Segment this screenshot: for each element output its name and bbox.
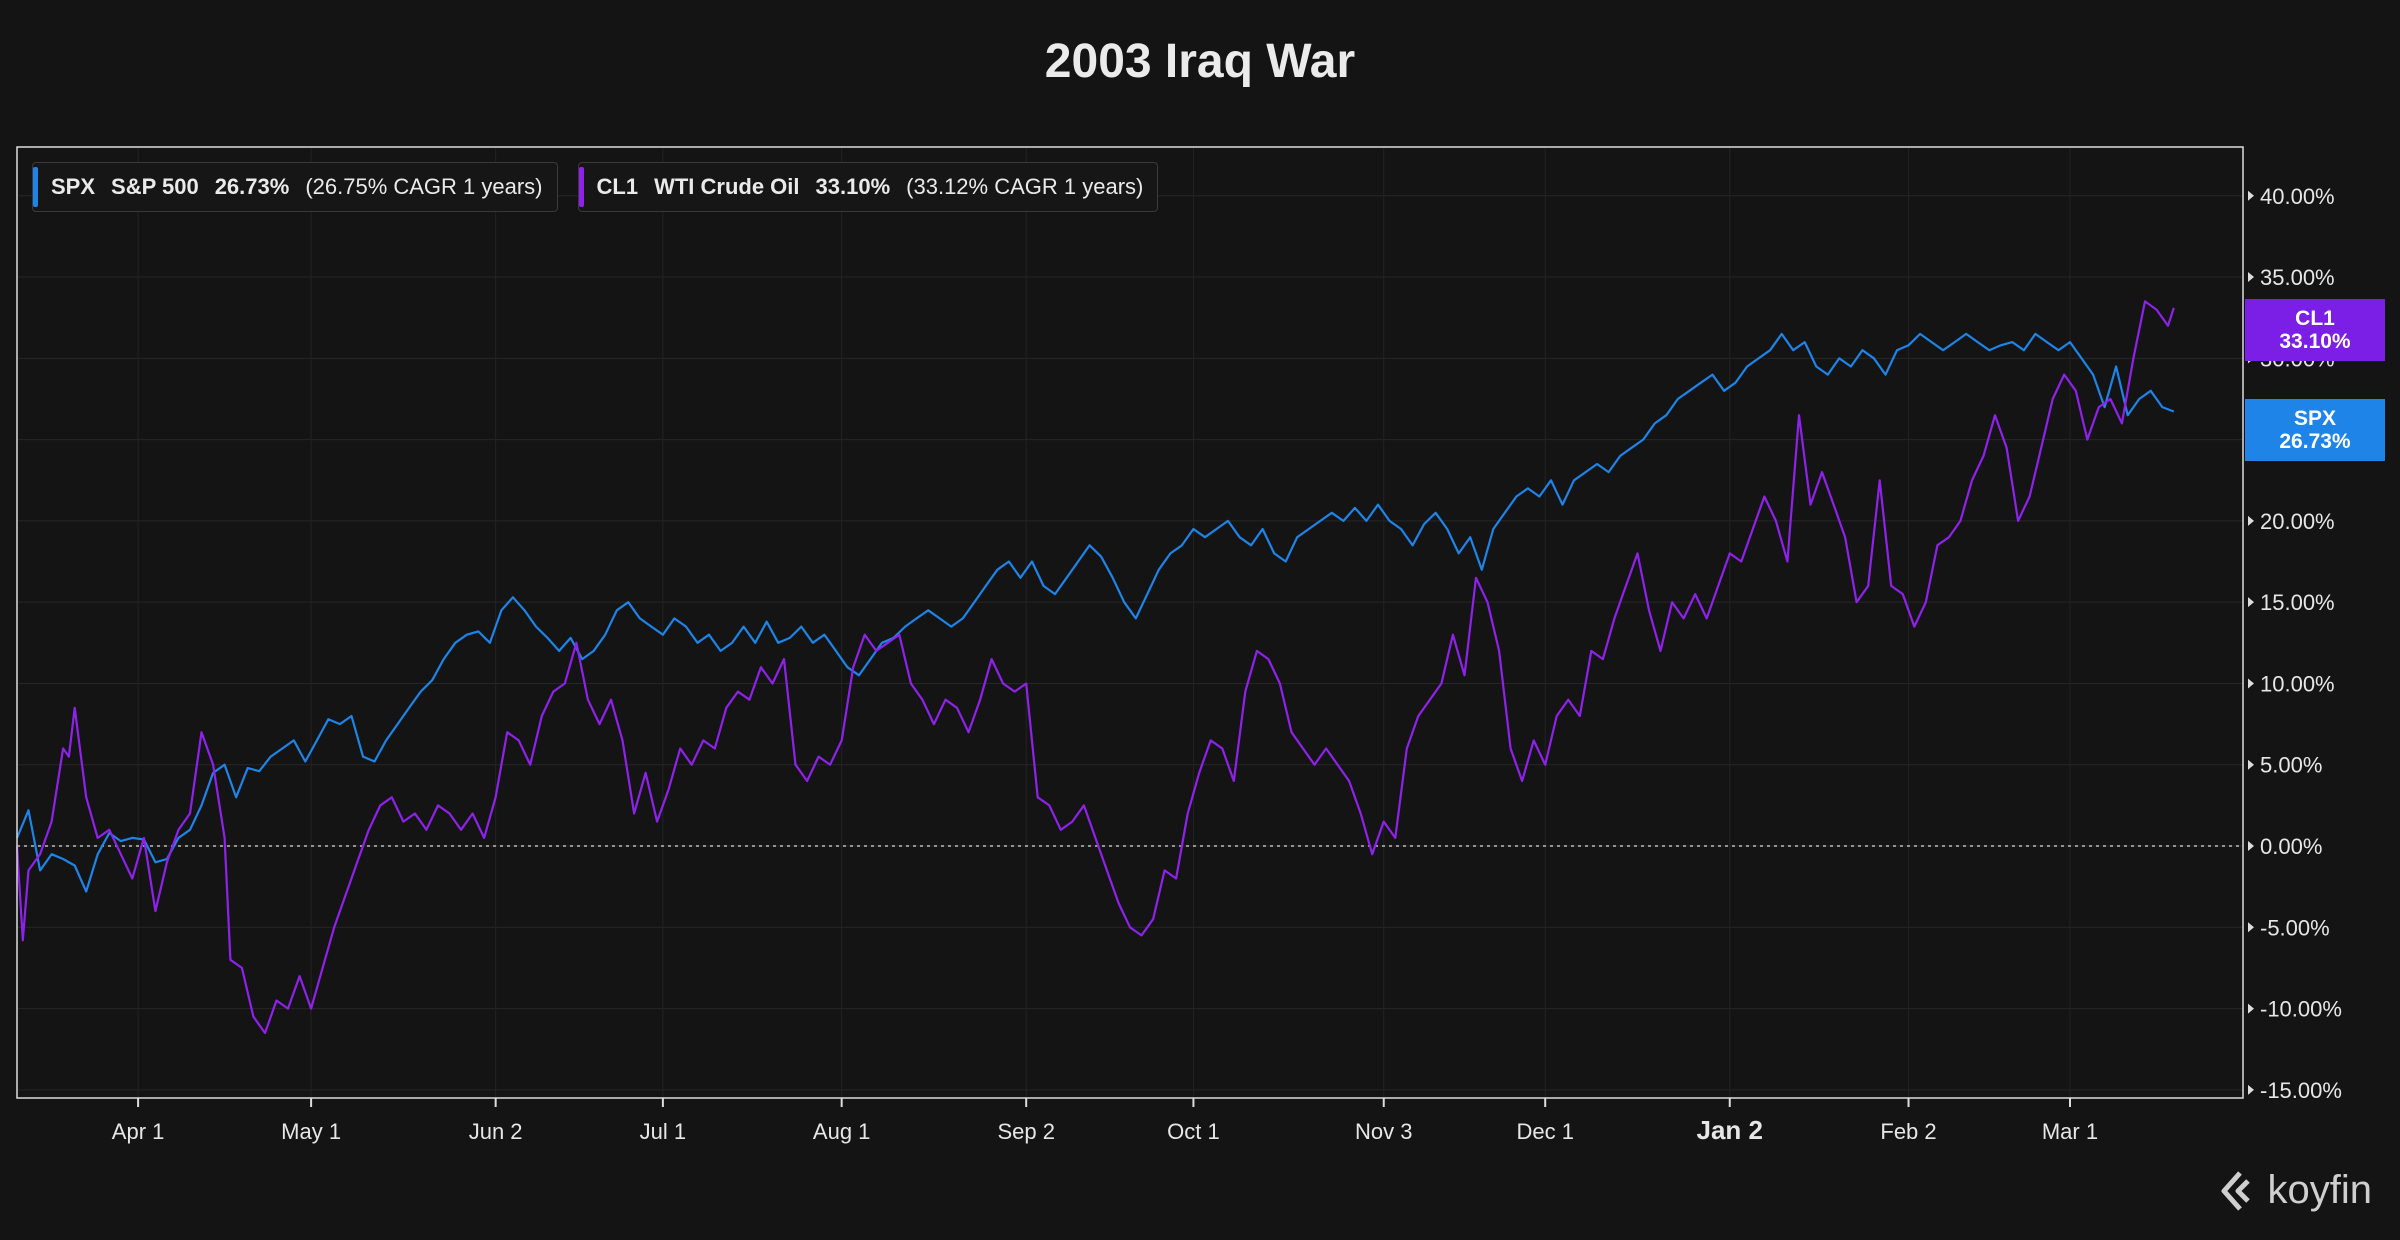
y-tick-label: 15.00%: [2260, 590, 2335, 615]
legend: SPX S&P 500 26.73% (26.75% CAGR 1 years)…: [32, 162, 1159, 212]
badge-ticker: CL1: [2295, 307, 2335, 330]
y-tick-label: -10.00%: [2260, 997, 2342, 1022]
legend-name: S&P 500: [111, 174, 199, 199]
legend-return: 33.10%: [815, 174, 891, 199]
y-tick-marker: [2248, 190, 2254, 201]
y-tick-marker: [2248, 597, 2254, 608]
koyfin-logo: koyfin: [2218, 1168, 2373, 1213]
koyfin-logo-icon: [2221, 1170, 2250, 1211]
legend-swatch-cl1: [578, 167, 584, 207]
y-tick-label: 10.00%: [2260, 671, 2335, 696]
x-tick-label: Oct 1: [1167, 1119, 1220, 1144]
badge-ticker: SPX: [2293, 407, 2337, 430]
x-tick-label: Sep 2: [997, 1119, 1055, 1144]
y-tick-label: 0.00%: [2260, 834, 2322, 859]
x-tick-label: Nov 3: [1355, 1119, 1412, 1144]
grid-lines: [17, 147, 2243, 1098]
series-lines: [15, 300, 2175, 1035]
legend-cagr: (26.75% CAGR 1 years): [305, 174, 543, 199]
x-tick-label: Dec 1: [1516, 1119, 1573, 1144]
badge-value: 33.10%: [2279, 330, 2351, 353]
y-tick-label: 20.00%: [2260, 509, 2335, 534]
legend-item-spx[interactable]: SPX S&P 500 26.73% (26.75% CAGR 1 years): [32, 162, 558, 212]
y-tick-marker: [2248, 515, 2254, 526]
x-tick-label: May 1: [281, 1119, 341, 1144]
series-line-spx[interactable]: [15, 332, 2175, 893]
plot-frame: [16, 146, 2244, 1099]
y-tick-marker: [2248, 1003, 2254, 1014]
last-value-badge-spx: SPX 26.73%: [2245, 399, 2385, 461]
y-tick-label: 5.00%: [2260, 753, 2322, 778]
x-axis: Apr 1 May 1 Jun 2 Jul 1 Aug 1 Sep 2 Oct 1 Nov 3…: [112, 1098, 2098, 1145]
legend-cagr: (33.12% CAGR 1 years): [906, 174, 1144, 199]
badge-value: 26.73%: [2279, 430, 2351, 453]
y-tick-marker: [2248, 922, 2254, 933]
koyfin-logo-text: koyfin: [2267, 1168, 2373, 1212]
x-tick-label: Apr 1: [112, 1119, 165, 1144]
x-tick-label: Feb 2: [1880, 1119, 1936, 1144]
legend-ticker: SPX: [51, 174, 96, 199]
legend-swatch-spx: [33, 167, 38, 207]
chart-title: 2003 Iraq War: [1044, 35, 1356, 88]
x-tick-label: Jan 2: [1697, 1115, 1764, 1145]
y-tick-label: 35.00%: [2260, 265, 2335, 290]
x-tick-label: Jun 2: [469, 1119, 523, 1144]
x-tick-label: Jul 1: [640, 1119, 686, 1144]
y-tick-label: -15.00%: [2260, 1078, 2342, 1103]
last-value-badge-cl1: CL1 33.10%: [2245, 299, 2385, 361]
y-tick-marker: [2248, 759, 2254, 770]
y-tick-marker: [2248, 272, 2254, 283]
y-tick-label: 40.00%: [2260, 184, 2335, 209]
y-tick-marker: [2248, 1084, 2254, 1095]
legend-item-cl1[interactable]: CL1 WTI Crude Oil 33.10% (33.12% CAGR 1 …: [577, 162, 1159, 212]
series-line-cl1[interactable]: [15, 300, 2175, 1035]
y-tick-label: -5.00%: [2260, 915, 2330, 940]
y-tick-marker: [2248, 841, 2254, 852]
y-tick-marker: [2248, 678, 2254, 689]
legend-return: 26.73%: [214, 174, 290, 199]
legend-name: WTI Crude Oil: [654, 174, 800, 199]
x-tick-label: Mar 1: [2042, 1119, 2098, 1144]
legend-ticker: CL1: [596, 174, 639, 199]
x-tick-label: Aug 1: [813, 1119, 871, 1144]
